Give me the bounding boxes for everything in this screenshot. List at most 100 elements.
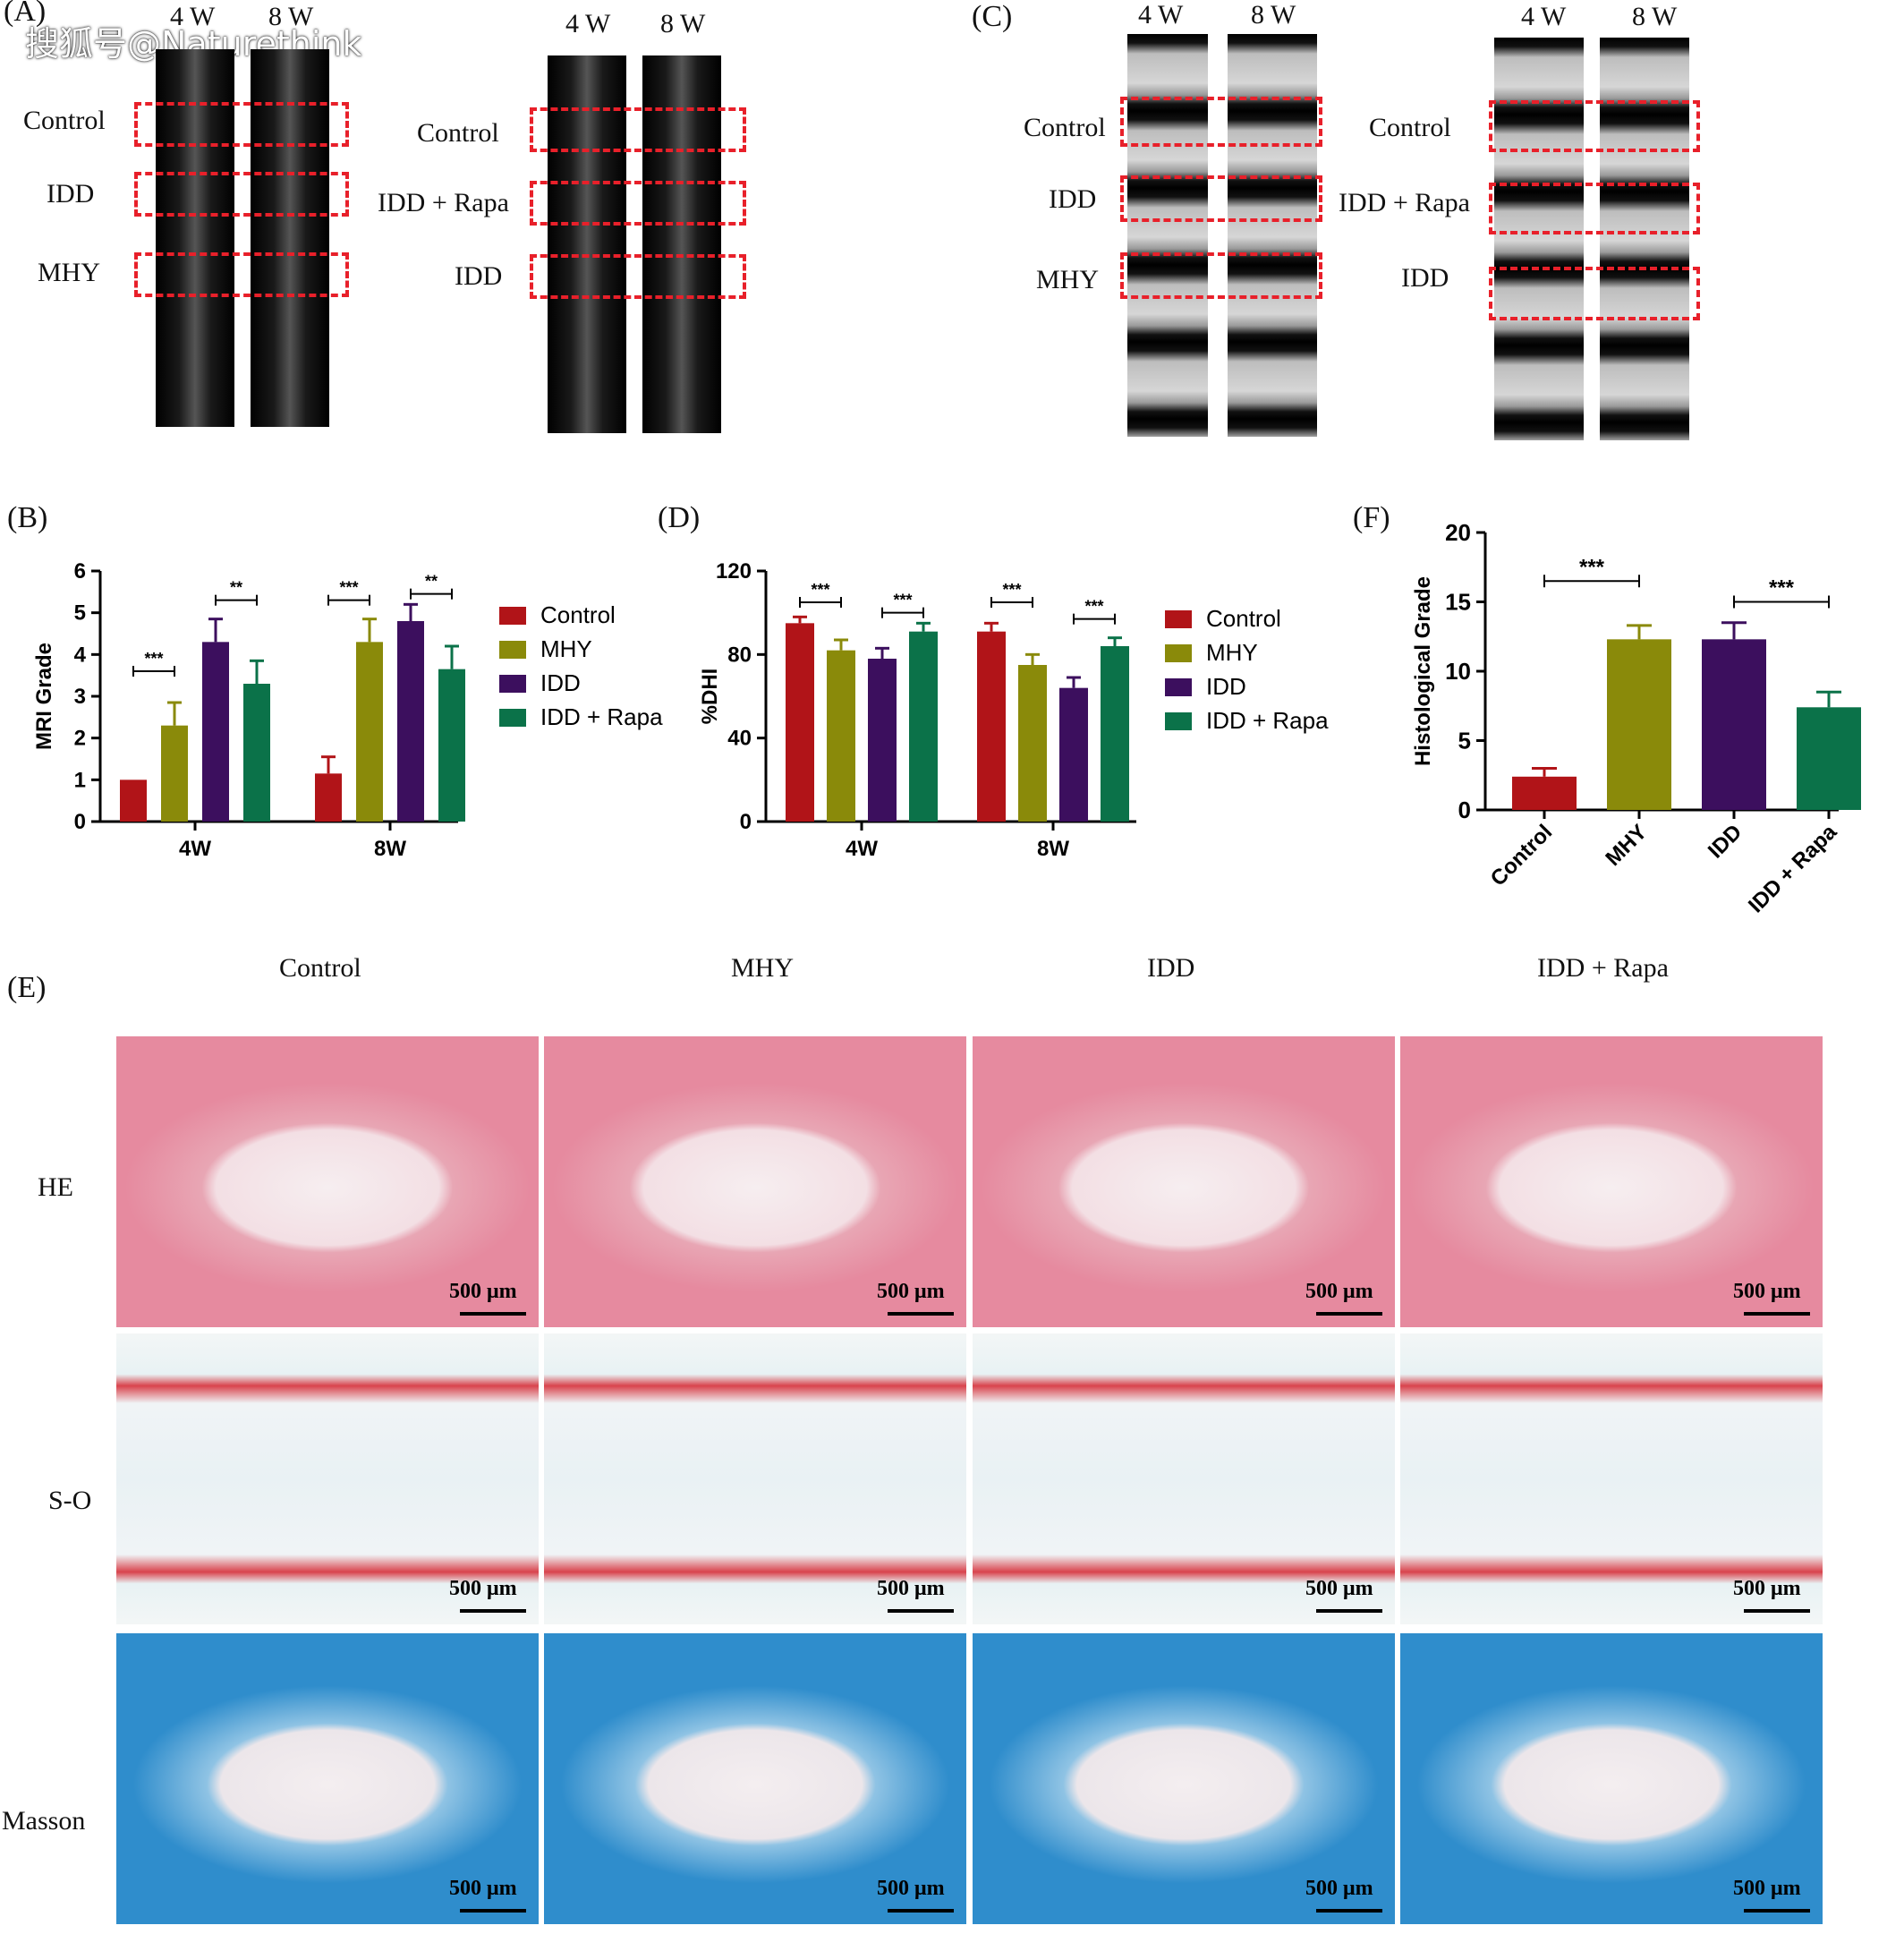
histology-image-he-idd xyxy=(973,1036,1395,1327)
y-axis-label: MRI Grade xyxy=(32,643,56,750)
region-box xyxy=(1120,175,1322,222)
region-box xyxy=(530,254,746,299)
legend-label: IDD + Rapa xyxy=(1206,707,1329,734)
row-header: HE xyxy=(38,1172,73,1202)
y-tick-label: 15 xyxy=(1445,589,1471,616)
panel-letter-a: (A) xyxy=(4,0,47,28)
bar xyxy=(786,623,814,822)
x-tick-label: IDD + Rapa xyxy=(1744,820,1842,918)
column-header: Control xyxy=(279,953,361,983)
legend-label: MHY xyxy=(1206,639,1258,666)
histology-image-so-mhy xyxy=(544,1333,966,1624)
chart-d-dhi: 0 40 80 120 %DHI 4W 8W *** *** *** *** Control MHY ID… xyxy=(698,559,1329,859)
legend-swatch xyxy=(1165,678,1192,696)
region-box xyxy=(1489,267,1700,320)
scale-bar xyxy=(1316,1909,1382,1913)
y-axis-label: Histological Grade xyxy=(1411,576,1435,766)
row-label: Control xyxy=(417,118,499,148)
x-tick-label: 8W xyxy=(1037,837,1069,859)
y-tick-label: 80 xyxy=(727,643,752,667)
x-tick-label: MHY xyxy=(1601,820,1652,871)
bar xyxy=(827,650,855,822)
bar xyxy=(356,642,383,822)
x-tick-label: 8W xyxy=(374,837,406,859)
y-tick-label: 0 xyxy=(740,810,752,834)
x-tick-label: Control xyxy=(1486,820,1557,890)
y-tick-label: 0 xyxy=(1458,797,1471,823)
histology-image-masson-mhy xyxy=(544,1633,966,1924)
scale-bar xyxy=(1744,1312,1810,1316)
week-label: 8 W xyxy=(1632,2,1678,31)
scale-bar-label: 500 μm xyxy=(449,1877,517,1900)
column-header: IDD xyxy=(1147,953,1195,983)
x-tick-label: 4W xyxy=(846,837,878,859)
scale-bar-label: 500 μm xyxy=(877,1280,945,1303)
significance-label: *** xyxy=(339,579,358,597)
scale-bar-label: 500 μm xyxy=(449,1280,517,1303)
bar xyxy=(909,631,938,822)
bar xyxy=(120,780,147,822)
scale-bar xyxy=(460,1609,526,1613)
y-tick-label: 2 xyxy=(74,727,86,751)
y-tick-label: 5 xyxy=(1458,728,1471,754)
legend-swatch xyxy=(499,675,526,693)
bar xyxy=(1702,639,1766,810)
mri-image-8w-left xyxy=(251,49,329,427)
y-tick-label: 5 xyxy=(74,601,86,626)
panel-letter-c: (C) xyxy=(972,0,1013,33)
histology-image-so-idd-rapa xyxy=(1400,1333,1823,1624)
bar xyxy=(977,631,1006,822)
region-box xyxy=(530,181,746,226)
x-tick-label: 4W xyxy=(179,837,211,859)
region-box xyxy=(134,252,349,297)
y-tick-label: 0 xyxy=(74,810,86,834)
week-label: 4 W xyxy=(1521,2,1567,31)
column-header: MHY xyxy=(731,953,795,983)
region-box xyxy=(134,172,349,217)
bar xyxy=(438,669,465,822)
xray-image-8w-right xyxy=(1600,38,1689,440)
bar xyxy=(1059,687,1088,822)
scale-bar xyxy=(1316,1312,1382,1316)
row-label: MHY xyxy=(1036,265,1100,294)
y-tick-label: 4 xyxy=(74,643,87,667)
bar xyxy=(161,725,188,822)
panel-letter-d: (D) xyxy=(658,501,701,534)
legend-label: Control xyxy=(540,601,616,628)
scale-bar-label: 500 μm xyxy=(1733,1280,1801,1303)
row-label: Control xyxy=(1369,113,1451,142)
row-label: IDD xyxy=(1401,263,1449,293)
region-box xyxy=(530,107,746,152)
bar xyxy=(1797,707,1861,810)
row-header: Masson xyxy=(2,1806,86,1836)
xray-image-8w-left xyxy=(1228,34,1317,437)
legend-swatch xyxy=(499,641,526,659)
bar xyxy=(1018,665,1047,822)
scale-bar-label: 500 μm xyxy=(1733,1577,1801,1600)
scale-bar-label: 500 μm xyxy=(449,1577,517,1600)
y-tick-label: 6 xyxy=(74,559,86,584)
bar xyxy=(243,684,270,822)
significance-label: *** xyxy=(1579,555,1605,579)
legend-label: IDD xyxy=(1206,673,1246,700)
legend-swatch xyxy=(499,607,526,625)
xray-image-4w-left xyxy=(1127,34,1208,437)
legend-swatch xyxy=(1165,712,1192,730)
scale-bar xyxy=(460,1909,526,1913)
bar xyxy=(202,642,229,822)
row-label: Control xyxy=(23,106,106,135)
significance-label: ** xyxy=(425,573,438,591)
legend-label: IDD + Rapa xyxy=(540,703,663,730)
significance-label: ** xyxy=(230,579,242,597)
row-header: S-O xyxy=(48,1486,92,1515)
week-label: 4 W xyxy=(1138,0,1184,30)
row-label: MHY xyxy=(38,258,101,287)
scale-bar xyxy=(888,1609,954,1613)
histology-image-he-mhy xyxy=(544,1036,966,1327)
row-label: IDD xyxy=(47,179,95,209)
histology-image-masson-idd-rapa xyxy=(1400,1633,1823,1924)
region-box xyxy=(1489,100,1700,152)
y-tick-label: 3 xyxy=(74,685,86,709)
panel-letter-f: (F) xyxy=(1353,501,1390,534)
